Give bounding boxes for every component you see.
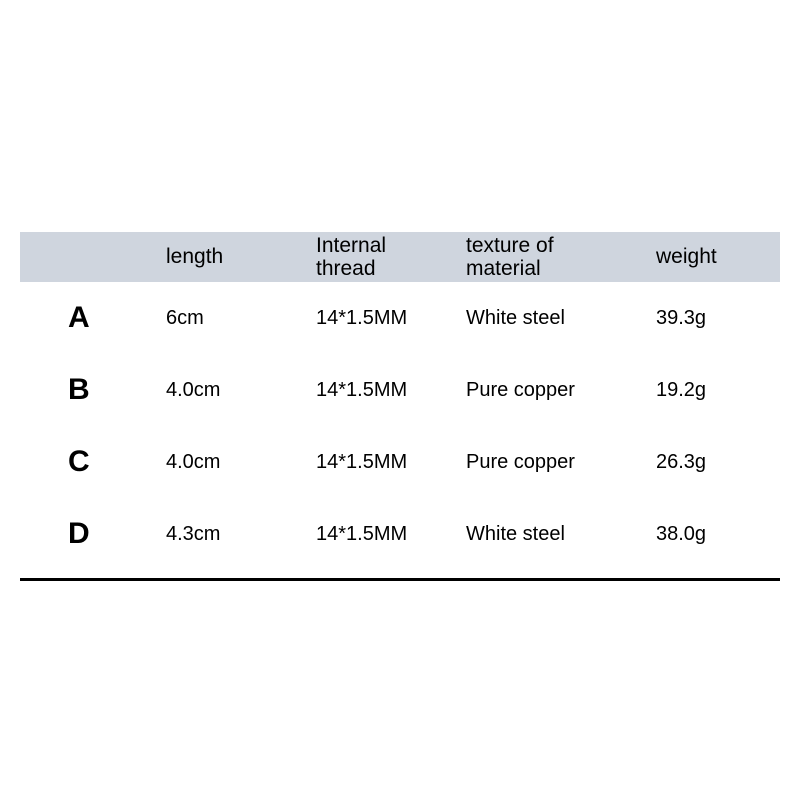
col-header-length: length	[160, 245, 310, 268]
cell-thread: 14*1.5MM	[310, 451, 460, 474]
table-row: A 6cm 14*1.5MM White steel 39.3g	[20, 282, 780, 354]
col-header-weight: weight	[650, 245, 780, 268]
col-header-material-text: texture of material	[466, 234, 616, 280]
page: length Internal thread texture of materi…	[0, 0, 800, 800]
cell-material: White steel	[460, 307, 650, 330]
cell-weight: 38.0g	[650, 523, 780, 546]
col-header-thread: Internal thread	[310, 234, 460, 280]
cell-thread: 14*1.5MM	[310, 523, 460, 546]
cell-length: 4.3cm	[160, 523, 310, 546]
cell-thread: 14*1.5MM	[310, 379, 460, 402]
cell-material: Pure copper	[460, 379, 650, 402]
cell-weight: 39.3g	[650, 307, 780, 330]
cell-thread: 14*1.5MM	[310, 307, 460, 330]
cell-material: Pure copper	[460, 451, 650, 474]
table-row: C 4.0cm 14*1.5MM Pure copper 26.3g	[20, 426, 780, 498]
spec-table: length Internal thread texture of materi…	[20, 232, 780, 570]
cell-weight: 26.3g	[650, 451, 780, 474]
cell-weight: 19.2g	[650, 379, 780, 402]
row-label: B	[20, 373, 160, 407]
table-row: B 4.0cm 14*1.5MM Pure copper 19.2g	[20, 354, 780, 426]
row-label: A	[20, 301, 160, 335]
cell-material: White steel	[460, 523, 650, 546]
table-header-row: length Internal thread texture of materi…	[20, 232, 780, 282]
cell-length: 4.0cm	[160, 379, 310, 402]
col-header-material: texture of material	[460, 234, 650, 280]
bottom-rule	[20, 578, 780, 581]
cell-length: 4.0cm	[160, 451, 310, 474]
col-header-thread-text: Internal thread	[316, 234, 436, 280]
cell-length: 6cm	[160, 307, 310, 330]
table-row: D 4.3cm 14*1.5MM White steel 38.0g	[20, 498, 780, 570]
row-label: D	[20, 517, 160, 551]
row-label: C	[20, 445, 160, 479]
